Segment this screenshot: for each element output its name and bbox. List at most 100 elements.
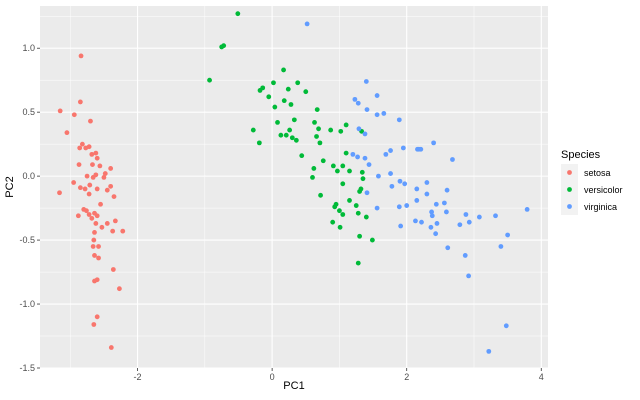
data-point-virginica <box>389 183 395 189</box>
minor-grid <box>40 6 548 368</box>
data-point-setosa <box>91 322 97 327</box>
data-point-virginica <box>352 96 358 102</box>
data-point-versicolor <box>347 168 352 174</box>
data-point-virginica <box>463 212 469 217</box>
series-setosa <box>57 53 126 350</box>
data-point-versicolor <box>289 135 295 141</box>
data-point-setosa <box>88 118 93 124</box>
data-point-versicolor <box>316 126 321 132</box>
data-point-virginica <box>433 201 439 207</box>
data-point-versicolor <box>363 214 369 220</box>
data-point-versicolor <box>332 204 338 210</box>
data-point-versicolor <box>338 128 344 134</box>
data-point-setosa <box>110 267 116 272</box>
legend-items: setosa versicolor virginica <box>561 164 623 215</box>
data-point-setosa <box>108 345 114 350</box>
data-point-virginica <box>398 223 404 229</box>
x-tick-label: 4 <box>539 372 544 382</box>
data-point-virginica <box>364 190 370 196</box>
legend-label-versicolor: versicolor <box>584 185 623 195</box>
data-point-versicolor <box>314 107 320 113</box>
data-point-versicolor <box>275 120 280 125</box>
data-point-setosa <box>64 130 70 136</box>
x-tick-label: -2 <box>134 372 142 382</box>
y-tick-label: -1.0 <box>19 299 35 309</box>
data-point-versicolor <box>353 203 359 208</box>
data-point-virginica <box>356 126 362 132</box>
data-point-versicolor <box>340 212 346 217</box>
legend-label-virginica: virginica <box>584 202 617 212</box>
data-point-setosa <box>102 171 108 176</box>
data-point-setosa <box>84 208 89 214</box>
data-point-setosa <box>89 215 95 221</box>
data-point-versicolor <box>311 166 317 171</box>
data-point-virginica <box>505 232 511 238</box>
data-point-virginica <box>383 151 389 157</box>
data-point-versicolor <box>355 210 361 216</box>
data-point-setosa <box>98 201 103 207</box>
data-point-setosa <box>91 237 97 243</box>
data-point-virginica <box>434 221 440 226</box>
data-point-virginica <box>466 273 472 279</box>
data-point-versicolor <box>343 122 349 128</box>
data-point-versicolor <box>343 150 349 156</box>
data-point-versicolor <box>318 192 323 198</box>
data-point-setosa <box>86 212 92 217</box>
data-point-setosa <box>90 175 96 180</box>
data-point-virginica <box>397 178 403 184</box>
data-point-setosa <box>120 228 126 234</box>
data-point-setosa <box>108 183 114 189</box>
data-point-versicolor <box>278 132 284 138</box>
data-point-virginica <box>462 253 468 258</box>
data-point-virginica <box>424 180 430 185</box>
data-point-virginica <box>415 146 420 152</box>
data-point-virginica <box>498 244 504 249</box>
data-point-virginica <box>503 323 509 329</box>
data-point-versicolor <box>359 169 365 175</box>
data-point-setosa <box>104 221 110 226</box>
y-tick-label: -1.5 <box>19 363 35 373</box>
data-point-versicolor <box>288 102 294 107</box>
data-point-setosa <box>86 144 92 150</box>
y-tick-label: 1.0 <box>22 43 35 53</box>
data-point-versicolor <box>314 134 319 139</box>
data-point-virginica <box>444 209 449 215</box>
data-point-versicolor <box>334 168 340 174</box>
data-point-setosa <box>89 151 95 157</box>
legend-key-virginica <box>567 204 572 209</box>
data-point-versicolor <box>312 120 317 125</box>
data-point-versicolor <box>291 117 297 123</box>
data-point-setosa <box>75 213 81 219</box>
data-point-versicolor <box>340 181 346 187</box>
data-point-versicolor <box>295 80 301 86</box>
legend: Species setosa versicolor virginica <box>561 149 623 215</box>
y-axis-ticks: -1.5 -1.0 -0.5 0.0 0.5 1.0 <box>19 43 40 373</box>
data-point-virginica <box>362 155 368 161</box>
data-point-virginica <box>374 205 380 211</box>
data-point-virginica <box>402 181 408 187</box>
data-point-setosa <box>92 278 97 284</box>
data-point-setosa <box>108 166 114 171</box>
data-point-virginica <box>429 209 434 215</box>
data-point-setosa <box>116 286 122 292</box>
data-point-setosa <box>92 230 97 235</box>
data-point-setosa <box>112 218 118 224</box>
x-axis-ticks: -2 0 2 4 <box>134 368 544 382</box>
data-point-virginica <box>445 245 451 251</box>
data-point-setosa <box>94 155 100 161</box>
data-point-virginica <box>355 100 361 106</box>
data-point-versicolor <box>219 44 225 50</box>
data-point-setosa <box>79 141 85 147</box>
x-tick-label: 0 <box>270 372 275 382</box>
data-point-setosa <box>57 108 63 114</box>
data-point-virginica <box>366 162 372 168</box>
data-point-versicolor <box>287 127 293 133</box>
data-point-setosa <box>111 194 117 199</box>
data-point-virginica <box>400 145 406 151</box>
data-point-setosa <box>99 224 105 230</box>
data-point-versicolor <box>299 153 305 159</box>
data-point-virginica <box>444 187 450 193</box>
data-point-setosa <box>96 255 101 261</box>
data-point-versicolor <box>310 175 315 180</box>
